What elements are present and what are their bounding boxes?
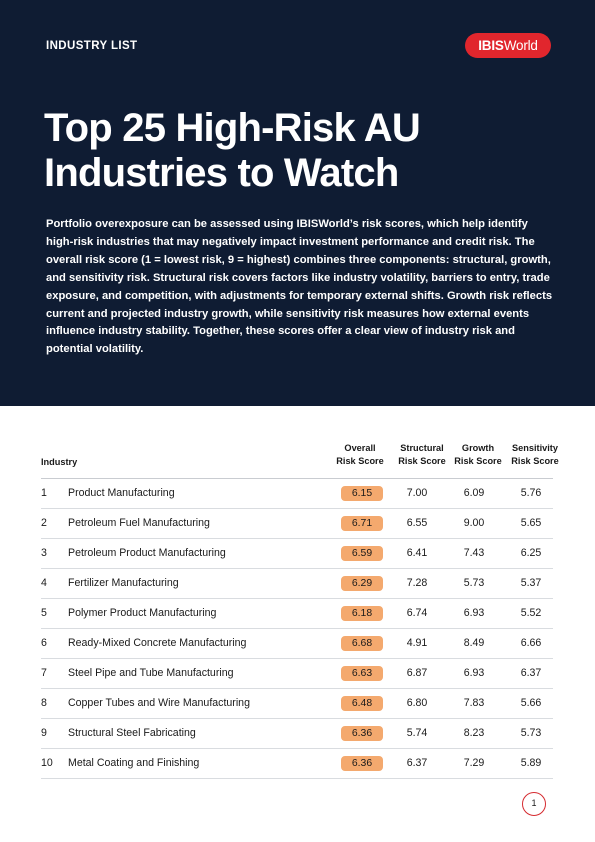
rank-cell: 1 [41,487,47,499]
growth-score-cell: 8.49 [463,637,485,649]
structural-score-cell: 5.74 [406,727,428,739]
overall-score-badge: 6.15 [341,486,383,501]
table-row: 8 Copper Tubes and Wire Manufacturing 6.… [41,689,553,719]
col-header-sensitivity: Sensitivity Risk Score [507,442,563,467]
logo-text-bold: IBIS [478,38,504,53]
table-header-divider [41,478,553,479]
industry-cell: Metal Coating and Finishing [68,757,200,769]
intro-paragraph: Portfolio overexposure can be assessed u… [46,218,553,356]
industry-cell: Polymer Product Manufacturing [68,607,217,619]
rank-cell: 2 [41,517,47,529]
table-row: 3 Petroleum Product Manufacturing 6.59 6… [41,539,553,569]
col-header-sensitivity-line1: Sensitivity [512,443,558,453]
title-line-1: Top 25 High-Risk AU [44,106,421,150]
structural-score-cell: 7.28 [406,577,428,589]
structural-score-cell: 6.80 [406,697,428,709]
growth-score-cell: 6.93 [463,607,485,619]
overall-score-badge: 6.36 [341,756,383,771]
structural-score-cell: 6.41 [406,547,428,559]
sensitivity-score-cell: 6.25 [520,547,542,559]
table-row: 10 Metal Coating and Finishing 6.36 6.37… [41,749,553,779]
rank-cell: 8 [41,697,47,709]
rank-cell: 9 [41,727,47,739]
overall-score-badge: 6.36 [341,726,383,741]
industry-cell: Ready-Mixed Concrete Manufacturing [68,637,247,649]
sensitivity-score-cell: 5.52 [520,607,542,619]
risk-table-body: 1 Product Manufacturing 6.15 7.00 6.09 5… [41,479,553,779]
sensitivity-score-cell: 5.76 [520,487,542,499]
col-header-overall-line1: Overall [344,443,376,453]
industry-cell: Steel Pipe and Tube Manufacturing [68,667,234,679]
table-row: 7 Steel Pipe and Tube Manufacturing 6.63… [41,659,553,689]
col-header-growth-line1: Growth [461,443,495,453]
growth-score-cell: 9.00 [463,517,485,529]
rank-cell: 5 [41,607,47,619]
sensitivity-score-cell: 5.89 [520,757,542,769]
growth-score-cell: 7.43 [463,547,485,559]
sensitivity-score-cell: 5.65 [520,517,542,529]
rank-cell: 6 [41,637,47,649]
overall-score-badge: 6.71 [341,516,383,531]
table-header: Industry Overall Risk Score Structural R… [41,440,563,478]
structural-score-cell: 7.00 [406,487,428,499]
col-header-overall: Overall Risk Score [328,442,392,467]
structural-score-cell: 6.55 [406,517,428,529]
industry-cell: Product Manufacturing [68,487,175,499]
growth-score-cell: 8.23 [463,727,485,739]
rank-cell: 10 [41,757,53,769]
table-row: 6 Ready-Mixed Concrete Manufacturing 6.6… [41,629,553,659]
overall-score-badge: 6.29 [341,576,383,591]
page-title: Top 25 High-Risk AU Industries to Watch [44,106,544,196]
industry-cell: Petroleum Fuel Manufacturing [68,517,210,529]
table-row: 4 Fertilizer Manufacturing 6.29 7.28 5.7… [41,569,553,599]
logo-text-regular: World [503,38,538,53]
table-row: 2 Petroleum Fuel Manufacturing 6.71 6.55… [41,509,553,539]
structural-score-cell: 6.74 [406,607,428,619]
ibisworld-logo[interactable]: IBISWorld [465,33,551,58]
page-number-badge: 1 [522,792,546,816]
sensitivity-score-cell: 5.37 [520,577,542,589]
rank-cell: 4 [41,577,47,589]
growth-score-cell: 6.93 [463,667,485,679]
sensitivity-score-cell: 6.66 [520,637,542,649]
overall-score-badge: 6.63 [341,666,383,681]
title-line-2: Industries to Watch [44,151,399,195]
structural-score-cell: 6.87 [406,667,428,679]
section-eyebrow: INDUSTRY LIST [46,40,138,52]
col-header-industry: Industry [41,457,78,467]
overall-score-badge: 6.18 [341,606,383,621]
overall-score-badge: 6.59 [341,546,383,561]
rank-cell: 7 [41,667,47,679]
structural-score-cell: 6.37 [406,757,428,769]
structural-score-cell: 4.91 [406,637,428,649]
industry-cell: Petroleum Product Manufacturing [68,547,226,559]
col-header-growth: Growth Risk Score [450,442,506,467]
growth-score-cell: 7.29 [463,757,485,769]
table-row: 9 Structural Steel Fabricating 6.36 5.74… [41,719,553,749]
sensitivity-score-cell: 6.37 [520,667,542,679]
growth-score-cell: 7.83 [463,697,485,709]
col-header-structural-line1: Structural [400,443,444,453]
col-header-sensitivity-line2: Risk Score [511,455,559,466]
industry-cell: Structural Steel Fabricating [68,727,196,739]
overall-score-badge: 6.48 [341,696,383,711]
table-row: 5 Polymer Product Manufacturing 6.18 6.7… [41,599,553,629]
col-header-structural: Structural Risk Score [393,442,451,467]
overall-score-badge: 6.68 [341,636,383,651]
growth-score-cell: 6.09 [463,487,485,499]
col-header-structural-line2: Risk Score [398,455,446,466]
rank-cell: 3 [41,547,47,559]
hero-banner: INDUSTRY LIST IBISWorld Top 25 High-Risk… [0,0,595,406]
col-header-overall-line2: Risk Score [336,455,384,466]
col-header-growth-line2: Risk Score [454,455,502,466]
industry-cell: Fertilizer Manufacturing [68,577,179,589]
sensitivity-score-cell: 5.73 [520,727,542,739]
sensitivity-score-cell: 5.66 [520,697,542,709]
industry-cell: Copper Tubes and Wire Manufacturing [68,697,250,709]
table-row: 1 Product Manufacturing 6.15 7.00 6.09 5… [41,479,553,509]
growth-score-cell: 5.73 [463,577,485,589]
